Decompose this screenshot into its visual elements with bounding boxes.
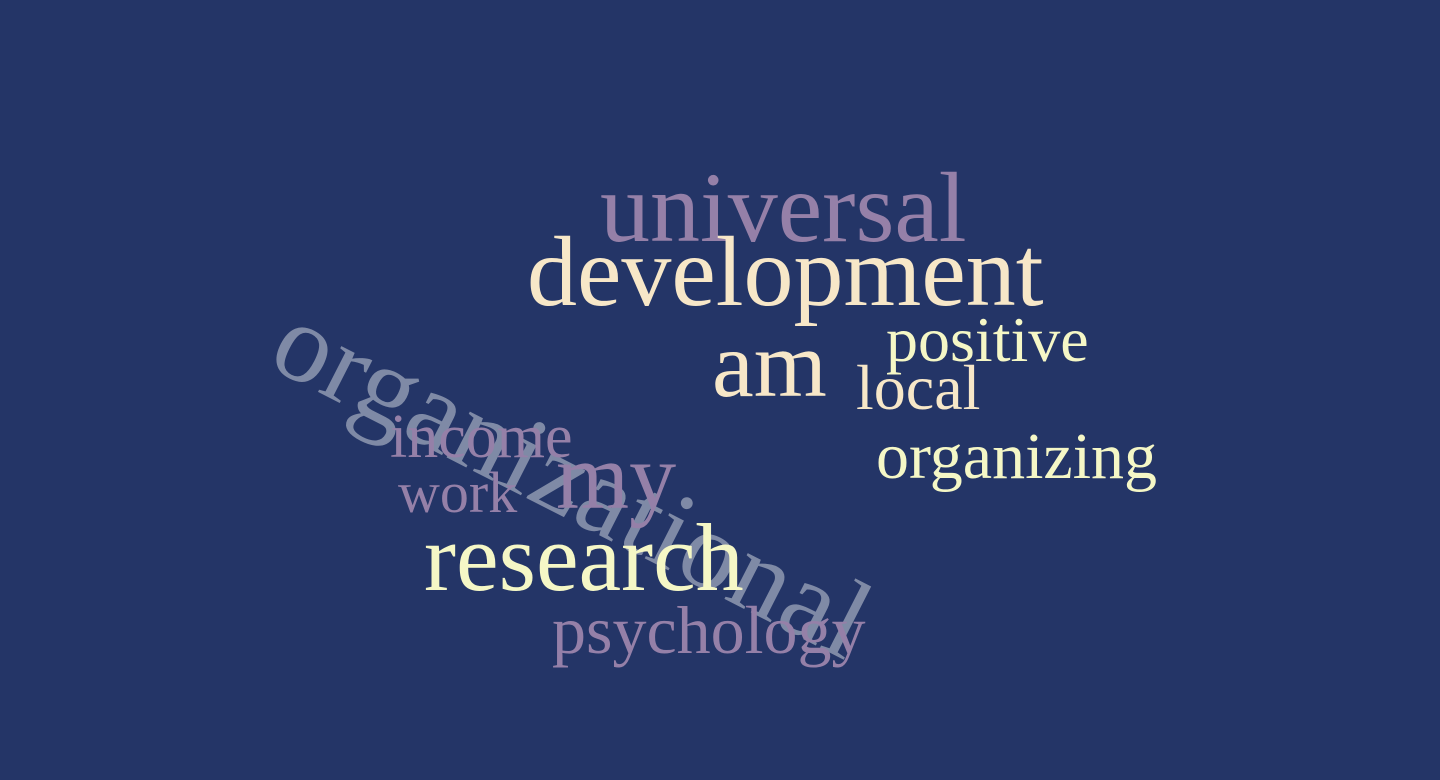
word-work: work: [398, 460, 518, 525]
word-positive: positive: [886, 304, 1089, 375]
word-universal: universal: [600, 152, 967, 263]
word-organizing: organizing: [876, 420, 1158, 493]
word-psychology: psychology: [552, 592, 866, 668]
word-my: my: [556, 425, 677, 529]
word-research: research: [424, 504, 744, 611]
word-development: development: [527, 216, 1044, 327]
word-local: local: [856, 352, 981, 423]
word-am: am: [712, 313, 827, 417]
word-income: income: [390, 403, 573, 471]
